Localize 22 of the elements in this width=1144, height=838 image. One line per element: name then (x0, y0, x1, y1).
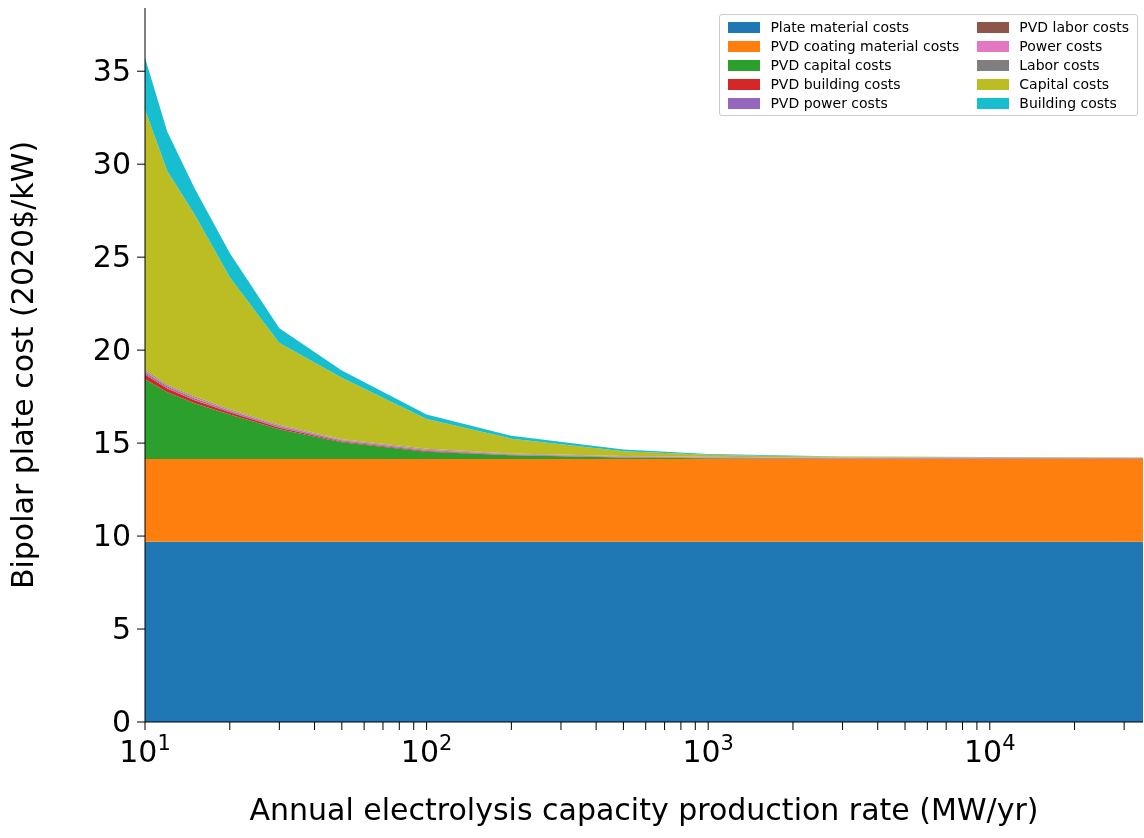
y-tick-label: 20 (92, 332, 131, 368)
x-axis-title: Annual electrolysis capacity production rate (MW/yr) (249, 792, 1039, 827)
y-tick-label: 30 (92, 146, 131, 182)
legend-label: Plate material costs (770, 19, 910, 35)
y-tick-label: 5 (111, 611, 131, 647)
x-tick-label: 10$^{2}$ (400, 731, 453, 769)
legend-label: PVD coating material costs (770, 38, 960, 54)
legend-label: Labor costs (1019, 57, 1100, 73)
legend-label: PVD labor costs (1019, 19, 1129, 35)
y-tick-label: 35 (92, 53, 131, 89)
legend-label: Building costs (1019, 95, 1117, 111)
y-tick-label: 10 (92, 518, 131, 554)
y-tick-label: 25 (92, 239, 131, 275)
legend-label: Capital costs (1019, 76, 1110, 92)
legend-label: PVD power costs (770, 95, 888, 111)
y-axis-title: Bipolar plate cost (2020$/kW) (4, 140, 40, 590)
x-tick-label: 10$^{3}$ (682, 731, 734, 769)
x-tick-label: 10$^{4}$ (964, 731, 1016, 769)
y-tick-label: 15 (92, 425, 131, 461)
legend-label: Power costs (1019, 38, 1103, 54)
legend-label: PVD building costs (770, 76, 901, 92)
legend-label: PVD capital costs (770, 57, 892, 73)
